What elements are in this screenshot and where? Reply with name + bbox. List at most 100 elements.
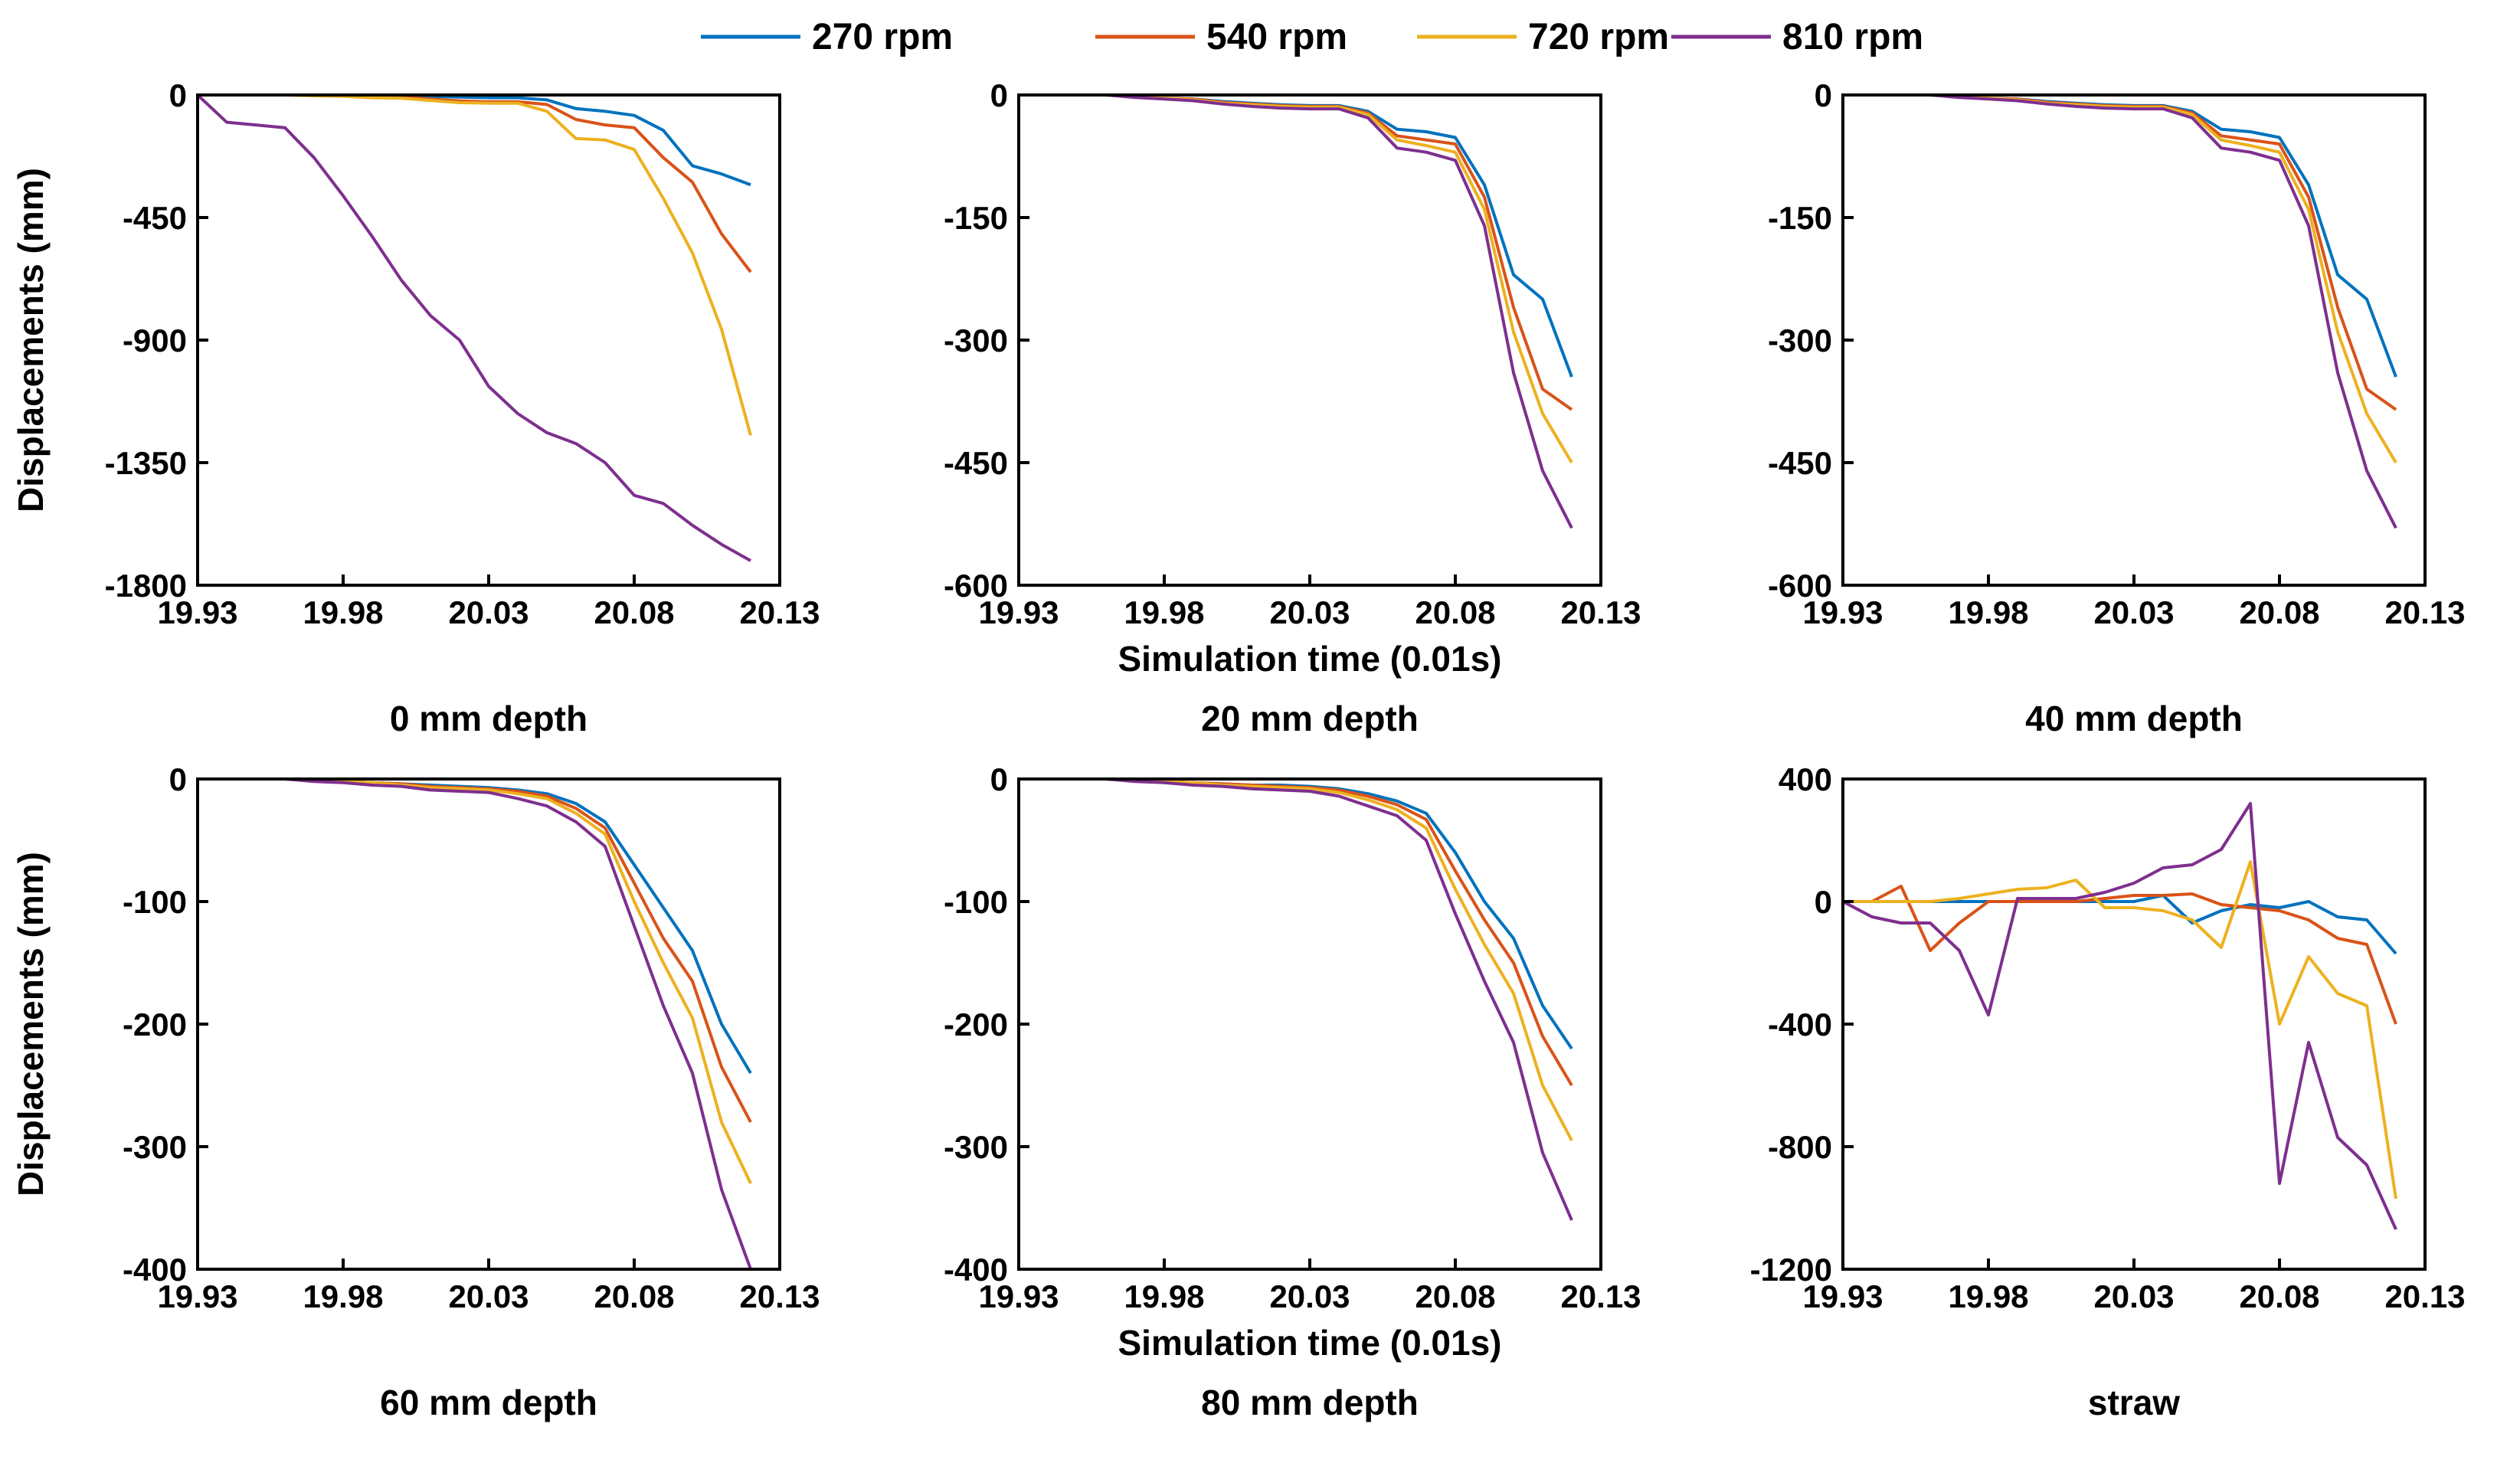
- series-line-0: [1843, 93, 2397, 378]
- y-tick-label: -200: [944, 1006, 1008, 1042]
- panel-4: 19.93 19.98 20.03 20.08 20.13 0 -100 -200 -300 -4…: [944, 761, 1641, 1422]
- series-line-0: [1019, 777, 1573, 1050]
- x-tick-label: 20.13: [2384, 594, 2465, 630]
- chart-panels: 19.93 19.98 20.03 20.08 20.13 0 -450 -900 -1350 -…: [11, 77, 2466, 1422]
- x-tick-label: 20.13: [739, 594, 820, 630]
- x-tick-label: 19.98: [303, 594, 383, 630]
- x-tick-label: 19.98: [1948, 594, 2028, 630]
- panel-title: 20 mm depth: [1201, 699, 1419, 738]
- plot-frame: [1841, 93, 2427, 587]
- x-tick-label: 19.93: [1802, 594, 1883, 630]
- legend-label-2: 720 rpm: [1528, 17, 1669, 57]
- y-tick-label: 0: [1815, 77, 1832, 113]
- y-tick-label: 0: [169, 761, 187, 797]
- panel-5: 19.93 19.98 20.03 20.08 20.13 400 0 -400 -800 -12…: [1750, 761, 2466, 1422]
- plot-frame: [1017, 93, 1602, 587]
- series-line-3: [1019, 93, 1573, 529]
- x-tick-label: 20.08: [1415, 594, 1495, 630]
- x-tick-label: 19.93: [157, 594, 237, 630]
- y-tick-label: -900: [123, 322, 187, 358]
- x-tick-label: 20.03: [2093, 1278, 2174, 1314]
- y-tick-label: 0: [990, 77, 1008, 113]
- y-tick-label: -450: [123, 200, 187, 236]
- series-line-3: [1843, 93, 2397, 529]
- legend-label-3: 810 rpm: [1782, 17, 1923, 57]
- y-tick-label: -1350: [105, 445, 187, 481]
- series-line-1: [1019, 777, 1573, 1087]
- x-tick-label: 19.98: [303, 1278, 383, 1314]
- y-tick-label: -150: [944, 200, 1008, 236]
- x-tick-label: 20.13: [739, 1278, 820, 1314]
- panel-title: 40 mm depth: [2025, 699, 2243, 738]
- x-tick-label: 20.08: [594, 594, 674, 630]
- y-tick-label: -400: [1768, 1006, 1832, 1042]
- x-tick-label: 20.13: [1560, 1278, 1641, 1314]
- panel-title: 0 mm depth: [390, 699, 587, 738]
- plot-frame: [196, 777, 781, 1271]
- series-line-0: [198, 777, 752, 1075]
- x-tick-label: 20.08: [2239, 1278, 2319, 1314]
- y-tick-label: -400: [944, 1252, 1008, 1288]
- series-line-3: [1842, 802, 2397, 1230]
- x-tick-label: 20.03: [448, 594, 529, 630]
- x-tick-label: 19.93: [157, 1278, 237, 1314]
- panel-title: straw: [2088, 1383, 2180, 1422]
- x-tick-label: 20.03: [2093, 594, 2174, 630]
- x-tick-label: 19.98: [1124, 1278, 1204, 1314]
- y-tick-label: -600: [944, 568, 1008, 604]
- y-tick-label: -450: [1768, 445, 1832, 481]
- y-tick-label: 400: [1779, 761, 1832, 797]
- x-tick-label: 19.93: [978, 1278, 1059, 1314]
- y-tick-label: -300: [944, 322, 1008, 358]
- y-tick-label: -400: [123, 1252, 187, 1288]
- x-tick-label: 20.08: [2239, 594, 2319, 630]
- panel-0: 19.93 19.98 20.03 20.08 20.13 0 -450 -900 -1350 -…: [11, 77, 820, 738]
- y-tick-label: -100: [123, 884, 187, 920]
- x-tick-label: 19.98: [1948, 1278, 2028, 1314]
- series-line-2: [1019, 777, 1573, 1141]
- series-line-0: [198, 93, 751, 187]
- series-line-1: [198, 777, 752, 1123]
- y-tick-label: -800: [1768, 1129, 1832, 1165]
- series-line-3: [196, 93, 751, 562]
- y-tick-label: -300: [123, 1129, 187, 1165]
- series-line-2: [198, 93, 752, 436]
- plot-frame: [1841, 777, 2427, 1271]
- y-tick-label: 0: [990, 761, 1008, 797]
- legend-label-1: 540 rpm: [1206, 17, 1347, 57]
- x-tick-label: 20.13: [1560, 594, 1641, 630]
- plot-frame: [1017, 777, 1602, 1271]
- x-tick-label: 19.93: [978, 594, 1059, 630]
- series-line-0: [1019, 93, 1573, 378]
- plot-frame: [196, 93, 781, 587]
- y-tick-label: -300: [1768, 322, 1832, 358]
- y-tick-label: -100: [944, 884, 1008, 920]
- y-tick-label: 0: [169, 77, 187, 113]
- x-tick-label: 20.03: [1269, 1278, 1350, 1314]
- x-tick-label: 19.93: [1802, 1278, 1883, 1314]
- y-tick-label: -200: [123, 1006, 187, 1042]
- x-tick-label: 19.98: [1124, 594, 1204, 630]
- series-line-2: [198, 777, 752, 1184]
- panel-2: 19.93 19.98 20.03 20.08 20.13 0 -150 -300 -450 -6…: [1768, 77, 2466, 738]
- y-axis-label: Displacements (mm): [11, 168, 51, 512]
- y-tick-label: 0: [1815, 884, 1832, 920]
- y-tick-label: -1800: [105, 568, 187, 604]
- series-line-1: [198, 93, 752, 273]
- series-line-2: [1843, 860, 2397, 1200]
- series-line-2: [1019, 93, 1573, 464]
- series-line-3: [198, 777, 752, 1270]
- y-axis-label: Displacements (mm): [11, 852, 51, 1196]
- y-tick-label: -150: [1768, 200, 1832, 236]
- legend-label-0: 270 rpm: [812, 17, 953, 57]
- y-tick-label: -1200: [1750, 1252, 1832, 1288]
- panel-title: 60 mm depth: [380, 1383, 597, 1422]
- y-tick-label: -600: [1768, 568, 1832, 604]
- x-tick-label: 20.03: [448, 1278, 529, 1314]
- x-tick-label: 20.08: [594, 1278, 674, 1314]
- y-tick-label: -300: [944, 1129, 1008, 1165]
- panel-title: 80 mm depth: [1201, 1383, 1419, 1422]
- y-tick-label: -450: [944, 445, 1008, 481]
- legend: 270 rpm 540 rpm 720 rpm 810 rpm: [701, 17, 1923, 57]
